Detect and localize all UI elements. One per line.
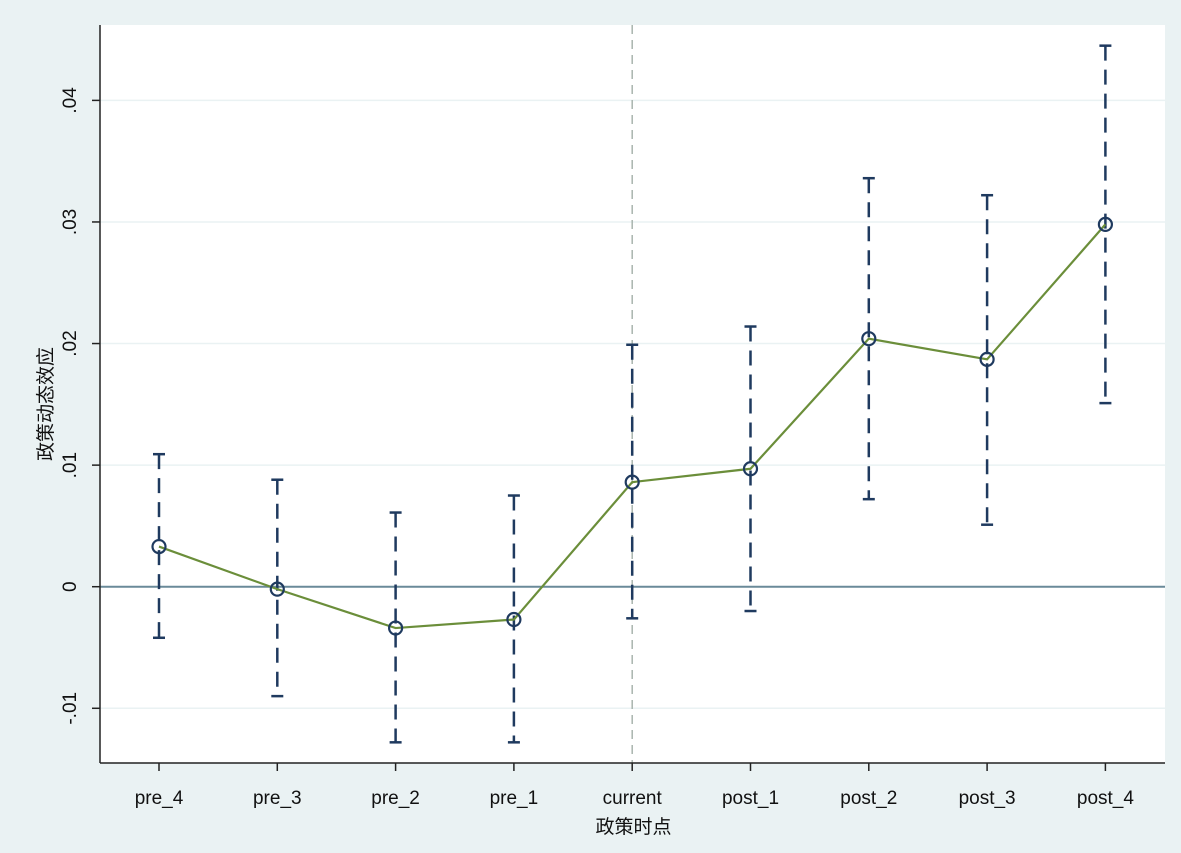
x-tick-label: pre_1	[490, 788, 539, 809]
y-tick-label: .01	[60, 452, 81, 478]
y-tick-label: .04	[60, 87, 81, 114]
ci-bar	[271, 478, 284, 698]
data-point	[269, 581, 285, 597]
data-point	[1097, 216, 1114, 232]
data-point	[861, 331, 877, 347]
data-point	[151, 538, 167, 555]
y-tick-label: 0	[60, 581, 81, 592]
ci-bar	[389, 511, 402, 744]
x-tick-label: pre_3	[253, 788, 302, 809]
ci-bar	[862, 176, 875, 501]
ci-bar	[153, 452, 165, 640]
x-tick-label: pre_2	[371, 788, 420, 809]
x-tick-label: pre_4	[135, 788, 184, 809]
y-tick-label: -.01	[60, 692, 81, 725]
data-markers	[151, 216, 1114, 636]
ci-bar	[626, 343, 639, 620]
data-point	[506, 611, 522, 628]
data-point	[624, 474, 640, 490]
x-ticks: pre_4 pre_3 pre_2 pre_1 current post_1 post_2 p…	[135, 763, 1134, 809]
ci-bar	[744, 325, 757, 613]
x-tick-label: current	[603, 788, 663, 809]
y-ticks: -.01 0 .01 .02 .03 .04	[60, 87, 100, 725]
y-axis-title: 政策动态效应	[35, 347, 57, 461]
data-point	[388, 620, 404, 636]
x-tick-label: post_3	[959, 788, 1016, 809]
y-tick-label: .02	[60, 330, 81, 356]
x-tick-label: post_1	[722, 788, 779, 809]
series-line	[158, 223, 1107, 630]
ci-bar	[981, 193, 994, 526]
data-point	[742, 461, 759, 477]
x-tick-label: post_2	[840, 788, 897, 809]
x-axis-title: 政策时点	[595, 816, 671, 838]
y-tick-label: .03	[60, 209, 81, 235]
x-tick-label: post_4	[1077, 788, 1134, 809]
data-point	[979, 351, 995, 367]
